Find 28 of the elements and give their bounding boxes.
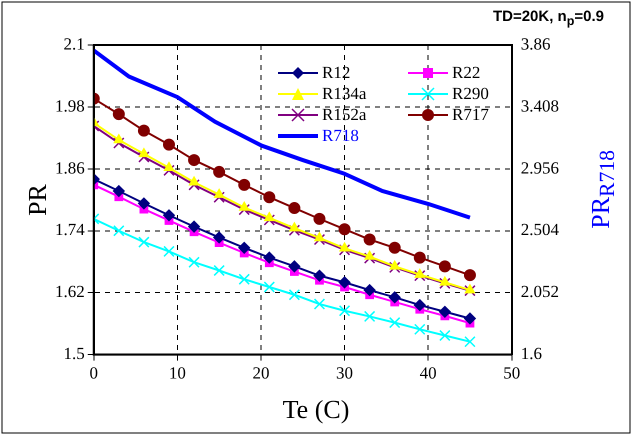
legend-label: R152a [322, 105, 366, 125]
y-tick-label: 1.62 [55, 282, 85, 302]
x-tick-label: 30 [336, 363, 354, 382]
y-tick-label: 1.98 [55, 96, 85, 116]
legend-label: R22 [452, 63, 480, 83]
legend-label: R12 [322, 63, 350, 83]
y-tick-label: 1.86 [55, 158, 85, 178]
y2-tick-label: 3.86 [520, 34, 550, 54]
y-tick-label: 1.5 [64, 344, 85, 364]
x-tick-label: 10 [168, 363, 186, 382]
y-axis-title: PR [22, 184, 53, 216]
text: TD=20K, n$_{p}$=0.9 [492, 8, 604, 28]
y2-tick-label: 3.408 [520, 96, 559, 116]
x-tick-label: 40 [420, 363, 437, 382]
legend-label: R718 [322, 126, 359, 146]
y2-tick-label: 2.052 [520, 282, 559, 302]
y2-tick-label: 2.504 [520, 220, 560, 240]
x-axis-title: Te (C) [282, 395, 350, 425]
y-tick-label: 1.74 [55, 220, 86, 240]
y2-tick-label: 2.956 [520, 158, 559, 178]
x-tick-label: 50 [503, 363, 520, 382]
legend-label: R134a [322, 84, 366, 104]
x-tick-label: 0 [90, 363, 98, 382]
legend-label: R717 [452, 105, 489, 125]
y2-tick-label: 1.6 [520, 344, 542, 364]
legend-label: R290 [452, 84, 489, 104]
x-tick-label: 20 [252, 363, 270, 382]
y-tick-label: 2.1 [64, 34, 85, 54]
